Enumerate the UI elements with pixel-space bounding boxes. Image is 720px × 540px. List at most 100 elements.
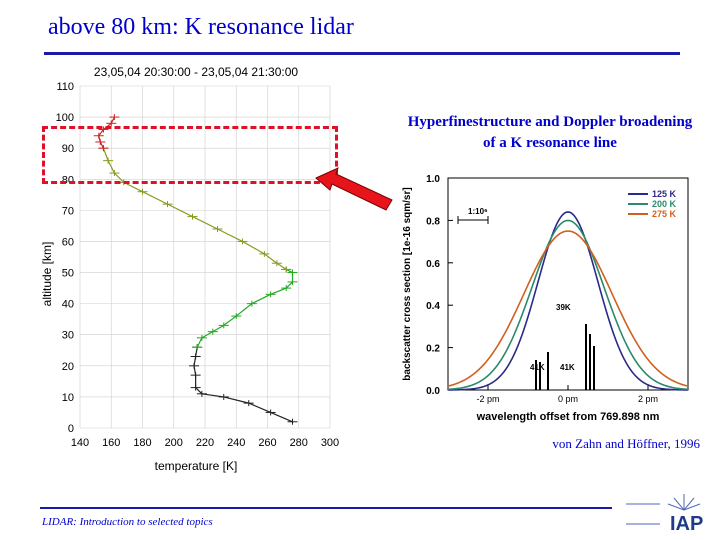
- profile-point: [98, 145, 109, 152]
- y-tick-label-right: 0.4: [426, 301, 440, 312]
- profile-point: [265, 291, 276, 298]
- annotation-41k-right: 41K: [560, 363, 575, 372]
- profile-point: [265, 409, 276, 416]
- logo-text: IAP: [670, 513, 703, 535]
- citation: von Zahn and Höffner, 1996: [552, 436, 700, 451]
- x-tick-label: 240: [227, 437, 245, 449]
- y-tick-label: 100: [56, 112, 74, 124]
- y-tick-label-right: 1.0: [426, 174, 440, 185]
- profile-point: [281, 266, 292, 273]
- title-rule: [44, 52, 680, 55]
- profile-point: [196, 390, 207, 397]
- x-tick-label: 220: [196, 437, 214, 449]
- profile-point: [190, 384, 201, 391]
- profile-point: [212, 226, 223, 233]
- resonance-series-1: [447, 219, 689, 391]
- resonance-series-2: [447, 230, 689, 387]
- profile-point: [231, 313, 242, 320]
- y-tick-label: 40: [62, 299, 74, 311]
- x-tick-label-right: 0 pm: [558, 394, 578, 404]
- resonance-series-0: [447, 211, 689, 391]
- y-axis-label-right: backscatter cross section [1e-16 sqm/sr]: [402, 187, 413, 380]
- profile-point: [243, 400, 254, 407]
- profile-point: [190, 353, 201, 360]
- x-tick-label: 160: [102, 437, 120, 449]
- x-axis-label: temperature [K]: [155, 459, 238, 473]
- scale-bar: [457, 216, 489, 224]
- temperature-profile-chart: 140 160 180 200 220 240 260 280 300 0 10 20 30 40 50 60…: [40, 62, 342, 480]
- pointer-arrow-icon: [315, 167, 393, 211]
- iap-logo: IAP: [626, 494, 703, 535]
- profile-point: [137, 188, 148, 195]
- x-tick-label: 200: [165, 437, 183, 449]
- x-tick-label: 140: [71, 437, 89, 449]
- profile-point: [207, 328, 218, 335]
- resonance-line-chart: 0.0 0.2 0.4 0.6 0.8 1.0 -2 pm 0 pm 2 pm 1:10⁶ 39…: [396, 164, 698, 434]
- sunburst-icon: [667, 494, 701, 511]
- isotope-lines: [535, 324, 595, 390]
- y-tick-label: 110: [56, 81, 74, 93]
- y-tick-label-right: 0.0: [426, 386, 440, 397]
- figure-caption: Hyperfinestructure and Doppler broadenin…: [407, 114, 693, 151]
- profile-point: [95, 138, 106, 145]
- profile-point: [218, 322, 229, 329]
- profile-series-2: [102, 147, 287, 270]
- slide-title: above 80 km: K resonance lidar: [48, 14, 354, 40]
- x-tick-label-right: 2 pm: [638, 394, 658, 404]
- profile-point: [271, 260, 282, 267]
- annotation-scale: 1:10⁶: [468, 207, 488, 216]
- chart-grid: [79, 85, 331, 429]
- profile-point: [109, 170, 120, 177]
- profile-point: [287, 278, 298, 285]
- footer-text: LIDAR: Introduction to selected topics: [42, 516, 213, 528]
- profile-point: [246, 300, 257, 307]
- profile-point: [281, 285, 292, 292]
- x-axis-label-right: wavelength offset from 769.898 nm: [476, 411, 660, 423]
- x-tick-label: 260: [258, 437, 276, 449]
- chart-title: 23,05,04 20:30:00 - 23,05,04 21:30:00: [94, 65, 299, 79]
- profile-point: [189, 362, 200, 369]
- legend-entry: 275 K: [652, 209, 677, 219]
- profile-point: [187, 213, 198, 220]
- y-tick-label: 50: [62, 268, 74, 280]
- profile-point: [259, 250, 270, 257]
- y-tick-label: 90: [62, 143, 74, 155]
- profile-point: [287, 269, 298, 276]
- resonance-series-group: [447, 211, 689, 391]
- profile-point: [190, 372, 201, 379]
- x-tick-label: 280: [290, 437, 308, 449]
- legend-entry: 200 K: [652, 199, 677, 209]
- profile-series-3: [98, 116, 115, 149]
- y-tick-label: 20: [62, 361, 74, 373]
- profile-point: [162, 201, 173, 208]
- y-tick-label: 0: [68, 423, 74, 435]
- chart-ticks-right: 0.0 0.2 0.4 0.6 0.8 1.0 -2 pm 0 pm 2 pm: [426, 174, 658, 404]
- profile-series-0: [193, 347, 293, 423]
- y-tick-label-right: 0.8: [426, 216, 440, 227]
- y-axis-label: altitude [km]: [40, 242, 54, 307]
- y-tick-label-right: 0.2: [426, 344, 440, 355]
- profile-point: [287, 418, 298, 425]
- y-tick-label: 10: [62, 392, 74, 404]
- profile-point: [103, 157, 114, 164]
- profile-point: [109, 114, 120, 121]
- y-tick-label: 60: [62, 236, 74, 248]
- profile-point: [106, 120, 117, 127]
- annotation-41k-left: 41K: [530, 363, 545, 372]
- profile-point: [93, 132, 104, 139]
- chart-background: [40, 62, 342, 480]
- x-tick-label: 180: [133, 437, 151, 449]
- annotation-39k: 39K: [556, 303, 571, 312]
- y-tick-label: 70: [62, 205, 74, 217]
- highlight-box: [42, 126, 338, 184]
- y-tick-label: 30: [62, 330, 74, 342]
- legend-entry: 125 K: [652, 189, 677, 199]
- profile-point: [218, 393, 229, 400]
- profile-point: [237, 238, 248, 245]
- profile-point: [192, 344, 203, 351]
- y-tick-label-right: 0.6: [426, 259, 440, 270]
- x-tick-label: 300: [321, 437, 339, 449]
- profile-point: [196, 334, 207, 341]
- x-tick-label-right: -2 pm: [476, 394, 499, 404]
- footer-rule: [40, 507, 612, 509]
